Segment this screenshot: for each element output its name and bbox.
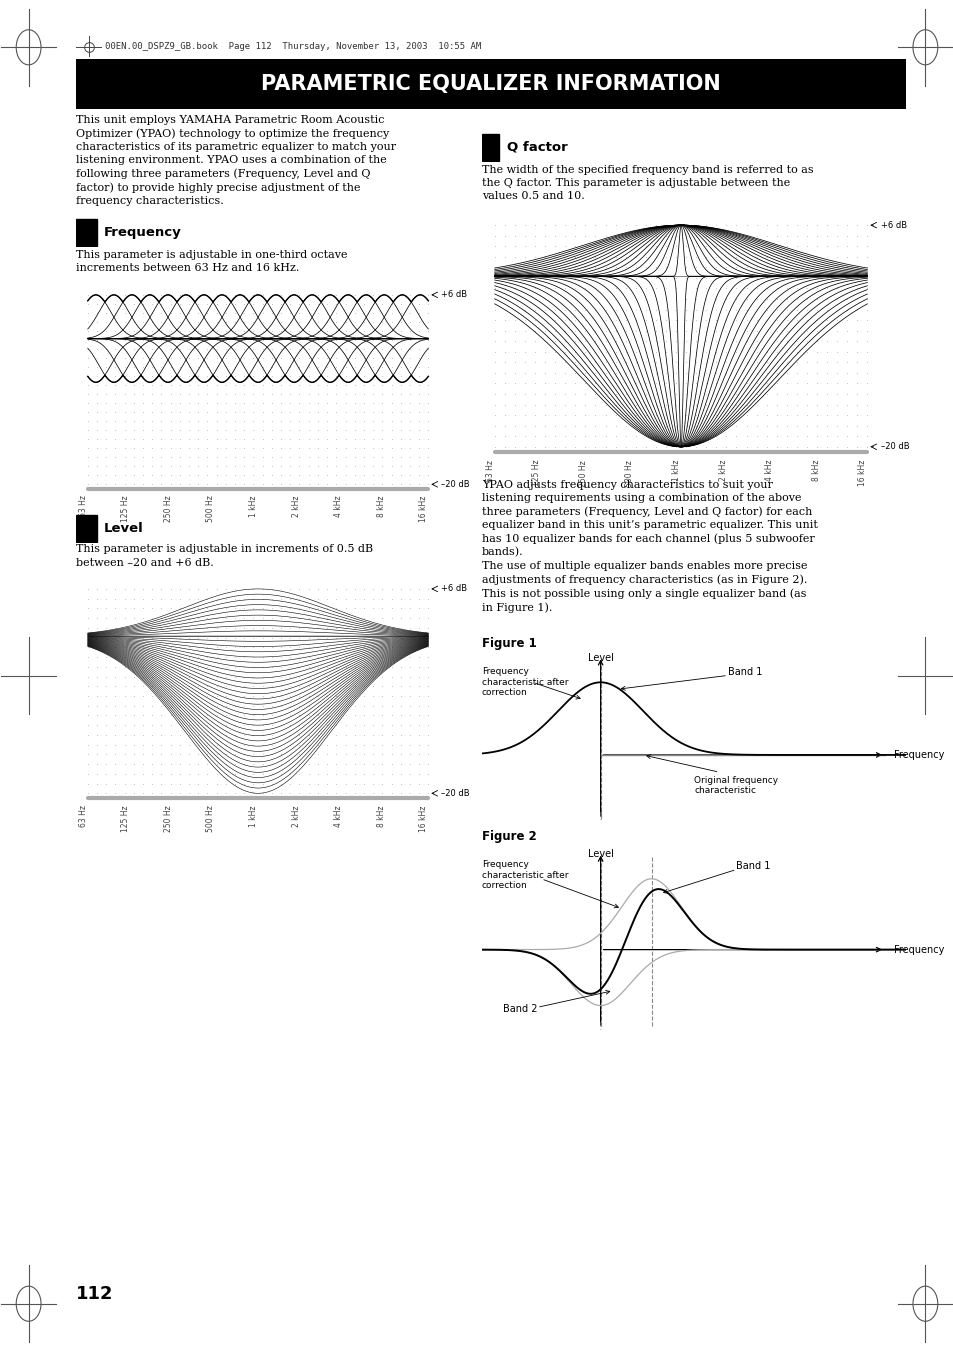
Text: 8 kHz: 8 kHz bbox=[811, 459, 820, 481]
Text: 16 kHz: 16 kHz bbox=[858, 459, 866, 486]
Text: +6 dB: +6 dB bbox=[880, 220, 906, 230]
Text: Frequency
characteristic after
correction: Frequency characteristic after correctio… bbox=[481, 861, 568, 890]
Text: 500 Hz: 500 Hz bbox=[206, 805, 215, 832]
Text: +6 dB: +6 dB bbox=[440, 290, 466, 300]
Text: 00EN.00_DSPZ9_GB.book  Page 112  Thursday, November 13, 2003  10:55 AM: 00EN.00_DSPZ9_GB.book Page 112 Thursday,… bbox=[105, 42, 481, 51]
Bar bbox=[76, 515, 96, 542]
Text: 250 Hz: 250 Hz bbox=[164, 805, 172, 832]
Text: 1 kHz: 1 kHz bbox=[249, 805, 257, 827]
Text: 1 kHz: 1 kHz bbox=[671, 459, 680, 481]
Text: 4 kHz: 4 kHz bbox=[764, 459, 774, 481]
Text: 2 kHz: 2 kHz bbox=[718, 459, 727, 481]
Text: 63 Hz: 63 Hz bbox=[79, 496, 88, 517]
Text: The width of the specified frequency band is referred to as
the Q factor. This p: The width of the specified frequency ban… bbox=[481, 165, 813, 201]
Text: –20 dB: –20 dB bbox=[440, 480, 469, 489]
Text: 63 Hz: 63 Hz bbox=[79, 805, 88, 827]
Text: 125 Hz: 125 Hz bbox=[532, 459, 540, 486]
Text: Original frequency
characteristic: Original frequency characteristic bbox=[693, 775, 778, 796]
Text: 63 Hz: 63 Hz bbox=[485, 459, 495, 482]
Text: –20 dB: –20 dB bbox=[880, 442, 908, 451]
Text: Level: Level bbox=[104, 521, 144, 535]
Text: Band 1: Band 1 bbox=[727, 667, 761, 677]
Text: Level: Level bbox=[587, 653, 613, 663]
Text: This unit employs YAMAHA Parametric Room Acoustic
Optimizer (YPAO) technology to: This unit employs YAMAHA Parametric Room… bbox=[76, 115, 396, 207]
Text: This parameter is adjustable in one-third octave
increments between 63 Hz and 16: This parameter is adjustable in one-thir… bbox=[76, 250, 348, 273]
Text: Frequency: Frequency bbox=[893, 944, 943, 955]
Text: 8 kHz: 8 kHz bbox=[376, 805, 385, 827]
Text: This parameter is adjustable in increments of 0.5 dB
between –20 and +6 dB.: This parameter is adjustable in incremen… bbox=[76, 544, 373, 567]
Text: 16 kHz: 16 kHz bbox=[419, 805, 428, 832]
Text: Level: Level bbox=[587, 848, 613, 859]
Bar bbox=[481, 134, 498, 161]
Text: YPAO adjusts frequency characteristics to suit your
listening requirements using: YPAO adjusts frequency characteristics t… bbox=[481, 480, 817, 613]
Text: !: ! bbox=[598, 812, 602, 823]
Text: 1 kHz: 1 kHz bbox=[249, 496, 257, 517]
Text: Frequency: Frequency bbox=[893, 750, 943, 761]
Text: 250 Hz: 250 Hz bbox=[578, 459, 587, 486]
Text: 4 kHz: 4 kHz bbox=[334, 805, 343, 827]
Text: +6 dB: +6 dB bbox=[440, 585, 466, 593]
Text: –20 dB: –20 dB bbox=[440, 789, 469, 798]
Text: Frequency
characteristic after
correction: Frequency characteristic after correctio… bbox=[481, 667, 568, 697]
Bar bbox=[76, 219, 96, 246]
Text: Q factor: Q factor bbox=[507, 141, 567, 154]
Text: Frequency: Frequency bbox=[104, 226, 181, 239]
Text: Band 2: Band 2 bbox=[502, 1004, 537, 1015]
Text: !: ! bbox=[598, 1021, 602, 1032]
Text: 500 Hz: 500 Hz bbox=[625, 459, 634, 486]
Text: 112: 112 bbox=[76, 1285, 113, 1304]
Text: Band 1: Band 1 bbox=[736, 861, 770, 871]
Text: 2 kHz: 2 kHz bbox=[292, 496, 300, 517]
Text: 125 Hz: 125 Hz bbox=[121, 496, 131, 521]
Text: 2 kHz: 2 kHz bbox=[292, 805, 300, 827]
Text: 250 Hz: 250 Hz bbox=[164, 496, 172, 523]
Text: 500 Hz: 500 Hz bbox=[206, 496, 215, 523]
Text: 125 Hz: 125 Hz bbox=[121, 805, 131, 832]
Text: Figure 2: Figure 2 bbox=[481, 830, 536, 843]
Text: 8 kHz: 8 kHz bbox=[376, 496, 385, 517]
Text: 16 kHz: 16 kHz bbox=[419, 496, 428, 521]
Text: 4 kHz: 4 kHz bbox=[334, 496, 343, 517]
Text: PARAMETRIC EQUALIZER INFORMATION: PARAMETRIC EQUALIZER INFORMATION bbox=[261, 74, 720, 95]
Text: Figure 1: Figure 1 bbox=[481, 636, 536, 650]
